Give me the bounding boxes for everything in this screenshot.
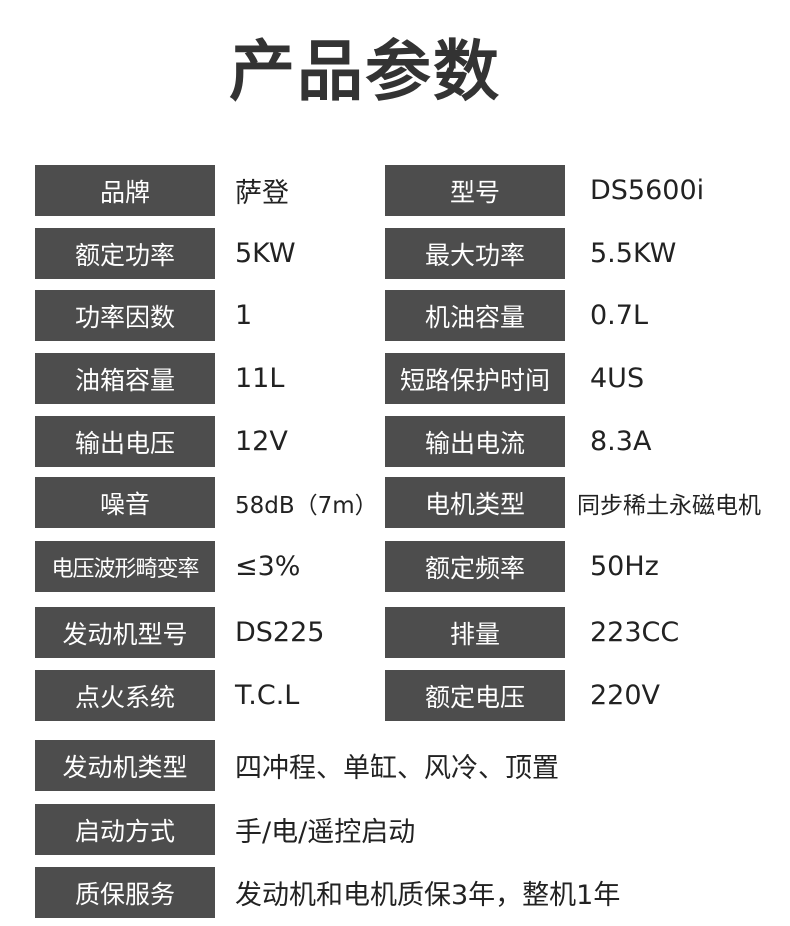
spec-row: 额定功率 5KW 最大功率 5.5KW (0, 228, 790, 279)
spec-label: 型号 (385, 165, 565, 216)
spec-value: 8.3A (590, 426, 652, 457)
spec-value: ≤3% (235, 551, 301, 582)
spec-value: 发动机和电机质保3年，整机1年 (235, 880, 621, 911)
spec-value: DS5600i (590, 175, 705, 206)
spec-value: 1 (235, 300, 253, 331)
spec-label: 额定频率 (385, 541, 565, 592)
spec-row: 启动方式 手/电/遥控启动 (0, 804, 790, 855)
spec-label: 噪音 (35, 477, 215, 528)
spec-label: 发动机型号 (35, 607, 215, 658)
spec-label: 油箱容量 (35, 353, 215, 404)
spec-value: T.C.L (235, 680, 300, 711)
spec-row: 质保服务 发动机和电机质保3年，整机1年 (0, 867, 790, 918)
spec-row: 油箱容量 11L 短路保护时间 4US (0, 353, 790, 404)
spec-value: 223CC (590, 617, 680, 648)
spec-label: 短路保护时间 (385, 353, 565, 404)
spec-label: 启动方式 (35, 804, 215, 855)
spec-value: 5KW (235, 238, 296, 269)
spec-value: 5.5KW (590, 238, 677, 269)
spec-row: 发动机型号 DS225 排量 223CC (0, 607, 790, 658)
spec-value: 手/电/遥控启动 (235, 817, 416, 848)
spec-value: DS225 (235, 617, 325, 648)
spec-label: 机油容量 (385, 290, 565, 341)
spec-row: 电压波形畸变率 ≤3% 额定频率 50Hz (0, 541, 790, 592)
spec-row: 输出电压 12V 输出电流 8.3A (0, 416, 790, 467)
spec-row: 点火系统 T.C.L 额定电压 220V (0, 670, 790, 721)
spec-value: 12V (235, 426, 288, 457)
spec-value: 四冲程、单缸、风冷、顶置 (235, 753, 559, 784)
page-title: 产品参数 (229, 33, 501, 110)
spec-label: 输出电压 (35, 416, 215, 467)
spec-value: 11L (235, 363, 285, 394)
spec-label: 功率因数 (35, 290, 215, 341)
spec-label: 电压波形畸变率 (35, 541, 215, 592)
spec-label: 输出电流 (385, 416, 565, 467)
spec-label: 点火系统 (35, 670, 215, 721)
spec-label: 电机类型 (385, 477, 565, 528)
spec-row: 发动机类型 四冲程、单缸、风冷、顶置 (0, 740, 790, 791)
spec-label: 质保服务 (35, 867, 215, 918)
spec-value: 50Hz (590, 551, 659, 582)
spec-value: 4US (590, 363, 645, 394)
spec-label: 额定电压 (385, 670, 565, 721)
spec-value: 同步稀土永磁电机 (577, 492, 761, 519)
spec-value: 萨登 (235, 178, 289, 209)
spec-label: 最大功率 (385, 228, 565, 279)
spec-label: 排量 (385, 607, 565, 658)
spec-value: 220V (590, 680, 661, 711)
spec-value: 0.7L (590, 300, 648, 331)
spec-label: 品牌 (35, 165, 215, 216)
spec-label: 发动机类型 (35, 740, 215, 791)
spec-value: 58dB（7m） (235, 492, 378, 519)
spec-row: 噪音 58dB（7m） 电机类型 同步稀土永磁电机 (0, 477, 790, 528)
spec-label: 额定功率 (35, 228, 215, 279)
spec-row: 功率因数 1 机油容量 0.7L (0, 290, 790, 341)
spec-row: 品牌 萨登 型号 DS5600i (0, 165, 790, 216)
